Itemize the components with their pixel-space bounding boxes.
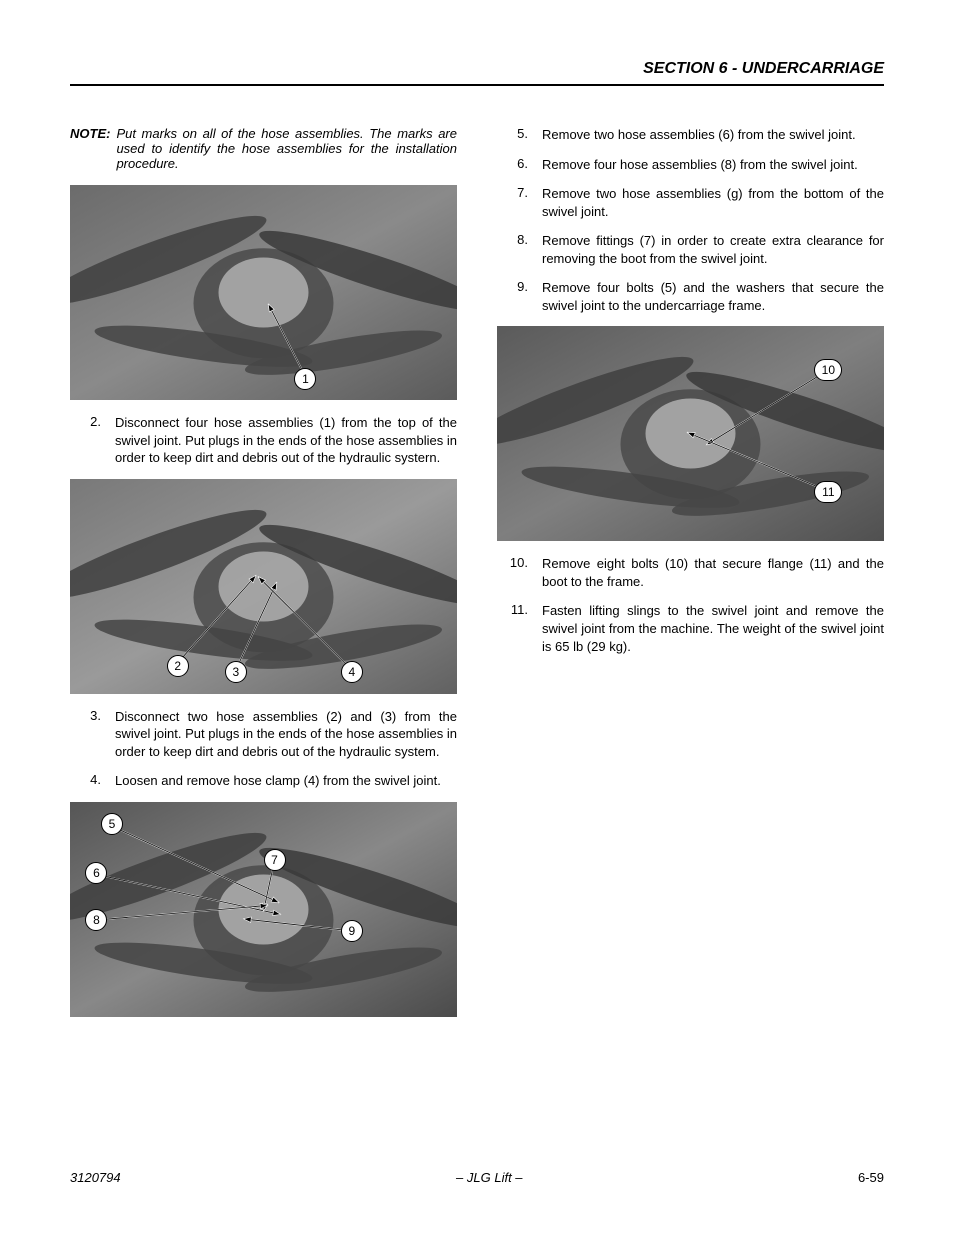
step-text: Disconnect two hose assemblies (2) and (… bbox=[115, 708, 457, 761]
step-number: 9. bbox=[497, 279, 542, 314]
step-number: 11. bbox=[497, 602, 542, 655]
step-number: 3. bbox=[70, 708, 115, 761]
step-number: 2. bbox=[70, 414, 115, 467]
procedure-step: 6.Remove four hose assemblies (8) from t… bbox=[497, 156, 884, 174]
procedure-step: 3.Disconnect two hose assemblies (2) and… bbox=[70, 708, 457, 761]
procedure-step: 10.Remove eight bolts (10) that secure f… bbox=[497, 555, 884, 590]
step-text: Remove eight bolts (10) that secure flan… bbox=[542, 555, 884, 590]
figure-2: 234 bbox=[70, 479, 457, 694]
left-steps-b: 3.Disconnect two hose assemblies (2) and… bbox=[70, 708, 457, 790]
right-column: 5.Remove two hose assemblies (6) from th… bbox=[497, 126, 884, 1031]
content-columns: NOTE: Put marks on all of the hose assem… bbox=[70, 126, 884, 1031]
callout-5: 5 bbox=[101, 813, 123, 835]
step-text: Remove two hose assemblies (g) from the … bbox=[542, 185, 884, 220]
section-title: SECTION 6 - UNDERCARRIAGE bbox=[70, 60, 884, 78]
step-number: 10. bbox=[497, 555, 542, 590]
step-number: 7. bbox=[497, 185, 542, 220]
footer-docnum: 3120794 bbox=[70, 1170, 121, 1185]
page-footer: 3120794 – JLG Lift – 6-59 bbox=[70, 1170, 884, 1185]
left-steps-a: 2.Disconnect four hose assemblies (1) fr… bbox=[70, 414, 457, 467]
callout-7: 7 bbox=[264, 849, 286, 871]
callout-10: 10 bbox=[814, 359, 842, 381]
step-number: 4. bbox=[70, 772, 115, 790]
procedure-step: 8.Remove fittings (7) in order to create… bbox=[497, 232, 884, 267]
figure-1: 1 bbox=[70, 185, 457, 400]
callout-11: 11 bbox=[814, 481, 842, 503]
callout-9: 9 bbox=[341, 920, 363, 942]
step-text: Remove four hose assemblies (8) from the… bbox=[542, 156, 884, 174]
note-label: NOTE: bbox=[70, 126, 116, 171]
left-column: NOTE: Put marks on all of the hose assem… bbox=[70, 126, 457, 1031]
header-rule: SECTION 6 - UNDERCARRIAGE bbox=[70, 60, 884, 86]
procedure-step: 9.Remove four bolts (5) and the washers … bbox=[497, 279, 884, 314]
step-text: Remove fittings (7) in order to create e… bbox=[542, 232, 884, 267]
callout-2: 2 bbox=[167, 655, 189, 677]
procedure-step: 2.Disconnect four hose assemblies (1) fr… bbox=[70, 414, 457, 467]
right-steps-b: 10.Remove eight bolts (10) that secure f… bbox=[497, 555, 884, 655]
note-text: Put marks on all of the hose assemblies.… bbox=[116, 126, 457, 171]
step-number: 5. bbox=[497, 126, 542, 144]
procedure-step: 4.Loosen and remove hose clamp (4) from … bbox=[70, 772, 457, 790]
step-number: 6. bbox=[497, 156, 542, 174]
footer-pagenum: 6-59 bbox=[858, 1170, 884, 1185]
footer-center: – JLG Lift – bbox=[456, 1170, 522, 1185]
procedure-step: 11.Fasten lifting slings to the swivel j… bbox=[497, 602, 884, 655]
figure-4: 10 11 bbox=[497, 326, 884, 541]
step-text: Disconnect four hose assemblies (1) from… bbox=[115, 414, 457, 467]
procedure-step: 5.Remove two hose assemblies (6) from th… bbox=[497, 126, 884, 144]
step-text: Loosen and remove hose clamp (4) from th… bbox=[115, 772, 457, 790]
step-text: Fasten lifting slings to the swivel join… bbox=[542, 602, 884, 655]
figure-3: 56789 bbox=[70, 802, 457, 1017]
step-number: 8. bbox=[497, 232, 542, 267]
right-steps-a: 5.Remove two hose assemblies (6) from th… bbox=[497, 126, 884, 314]
step-text: Remove two hose assemblies (6) from the … bbox=[542, 126, 884, 144]
procedure-step: 7.Remove two hose assemblies (g) from th… bbox=[497, 185, 884, 220]
step-text: Remove four bolts (5) and the washers th… bbox=[542, 279, 884, 314]
note-block: NOTE: Put marks on all of the hose assem… bbox=[70, 126, 457, 171]
